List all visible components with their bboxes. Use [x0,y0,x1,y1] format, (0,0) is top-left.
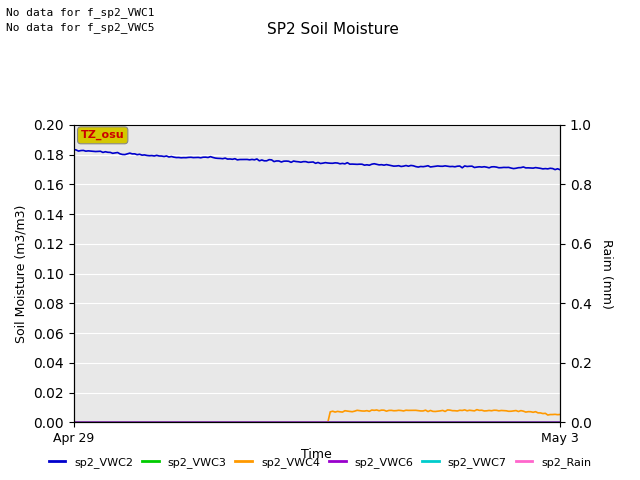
Text: No data for f_sp2_VWC1: No data for f_sp2_VWC1 [6,7,155,18]
Text: No data for f_sp2_VWC5: No data for f_sp2_VWC5 [6,22,155,33]
Legend: sp2_VWC2, sp2_VWC3, sp2_VWC4, sp2_VWC6, sp2_VWC7, sp2_Rain: sp2_VWC2, sp2_VWC3, sp2_VWC4, sp2_VWC6, … [44,452,596,472]
Text: TZ_osu: TZ_osu [81,130,125,141]
X-axis label: Time: Time [301,448,332,461]
Y-axis label: Soil Moisture (m3/m3): Soil Moisture (m3/m3) [15,204,28,343]
Text: SP2 Soil Moisture: SP2 Soil Moisture [267,22,399,36]
Y-axis label: Raim (mm): Raim (mm) [600,239,612,309]
